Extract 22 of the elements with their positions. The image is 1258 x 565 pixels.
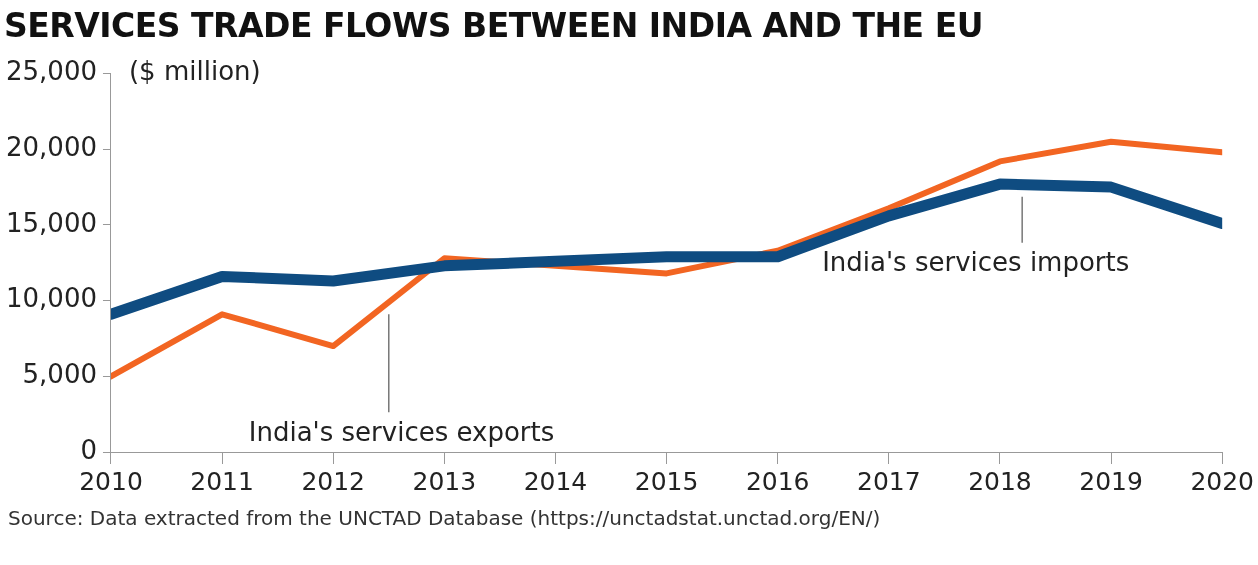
x-tick-label: 2010: [79, 466, 143, 496]
y-tick-label: 10,000: [5, 283, 97, 314]
x-tick-label: 2018: [968, 466, 1032, 496]
y-tick-label: 0: [80, 434, 97, 465]
y-tick-label: 25,000: [5, 56, 97, 87]
y-axis-title: ($ million): [128, 56, 261, 87]
x-tick-label: 2014: [523, 466, 588, 496]
x-tick-label: 2011: [190, 466, 254, 496]
x-tick-label: 2020: [1190, 466, 1254, 496]
y-tick-label: 20,000: [5, 132, 97, 163]
x-tick-label: 2013: [412, 466, 477, 496]
x-tick-label: 2012: [301, 466, 366, 496]
x-tick-label: 2016: [745, 466, 810, 496]
text: India's services exports: [248, 416, 555, 447]
x-tick-label: 2019: [1079, 466, 1143, 496]
source-note: Source: Data extracted from the UNCTAD Database (https://unctadstat.unctad.org/EN/): [8, 506, 881, 530]
chart-title: SERVICES TRADE FLOWS BETWEEN INDIA AND THE EU: [4, 6, 983, 45]
y-tick-label: 5,000: [22, 359, 97, 390]
x-tick-label: 2017: [857, 466, 921, 496]
series-label: India's services imports: [822, 247, 1130, 278]
y-tick-label: 15,000: [5, 207, 97, 238]
x-tick-label: 2015: [634, 466, 699, 496]
